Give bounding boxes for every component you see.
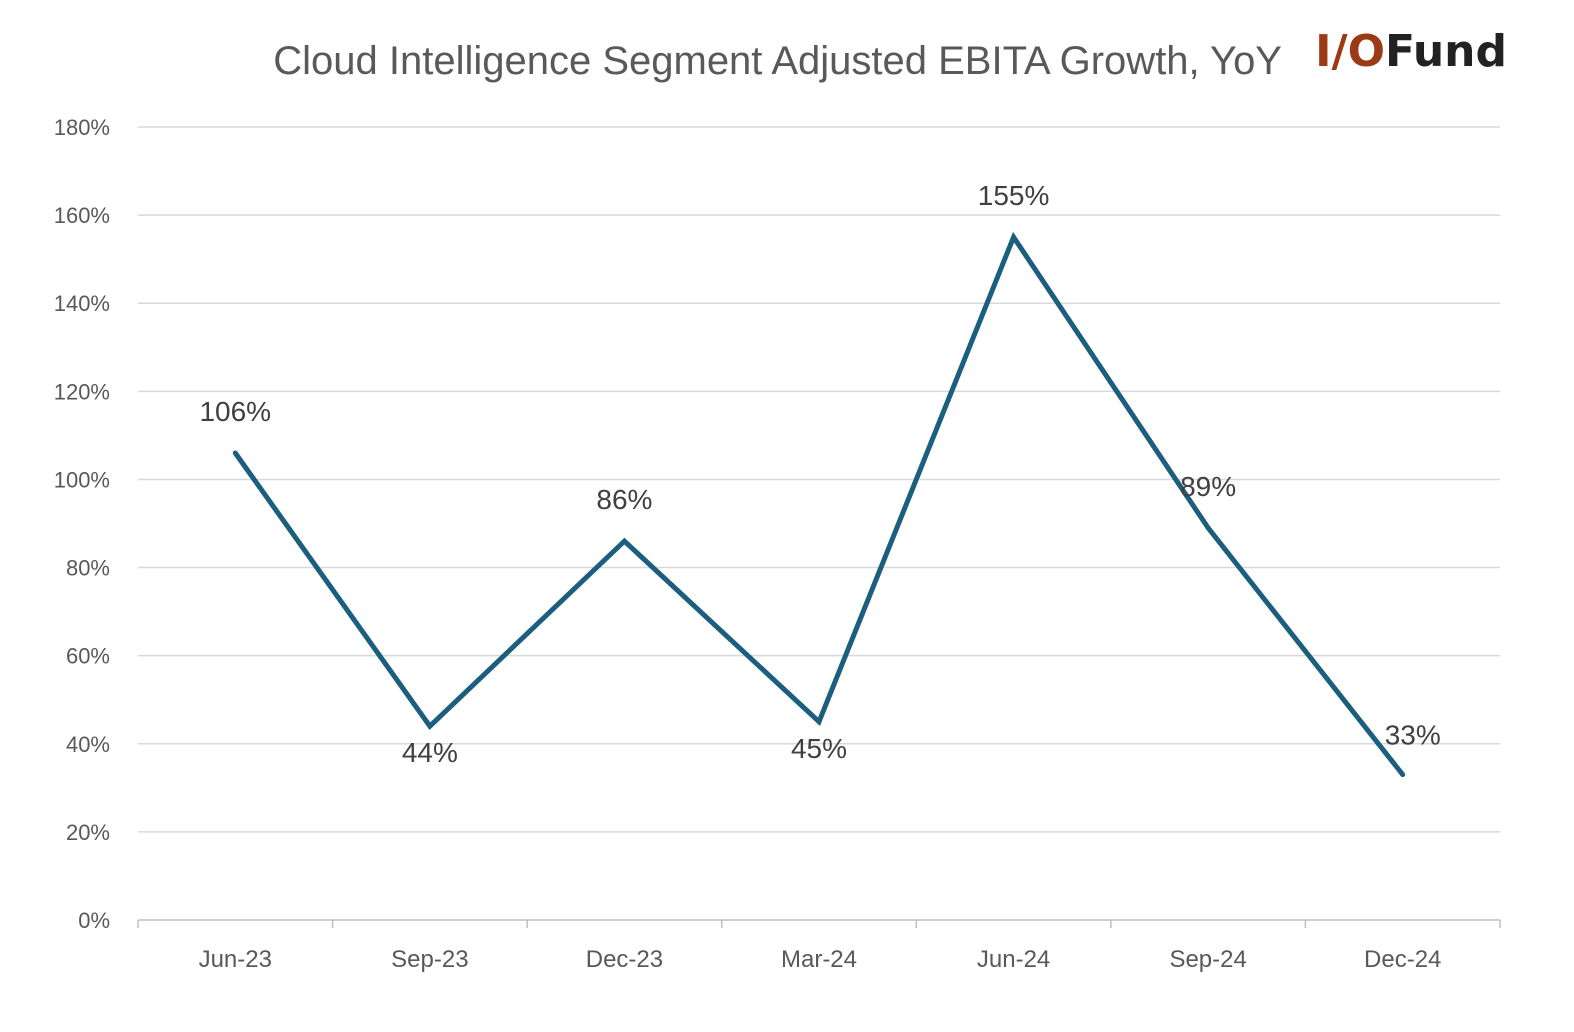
data-point: [621, 538, 627, 544]
x-tick-label: Dec-23: [586, 946, 663, 973]
y-tick-label: 100%: [54, 467, 110, 492]
data-label: 155%: [978, 180, 1050, 211]
series-layer: [232, 231, 1406, 778]
brand-logo: I/OFund: [1315, 26, 1507, 77]
y-tick-label: 140%: [54, 291, 110, 316]
y-axis: 0% 20% 40% 60% 80% 100% 120% 140% 160% 180%: [54, 115, 110, 933]
x-axis: Jun-23 Sep-23 Dec-23 Mar-24 Jun-24 Sep-24 Dec-…: [137, 919, 1501, 973]
data-label: 45%: [791, 733, 847, 764]
data-point: [1400, 772, 1406, 778]
y-tick-label: 20%: [66, 820, 110, 845]
data-point: [1011, 234, 1017, 240]
y-tick-label: 120%: [54, 379, 110, 404]
logo-fund-text: Fund: [1385, 26, 1507, 77]
x-tick-label: Sep-24: [1169, 946, 1246, 973]
chart-title: Cloud Intelligence Segment Adjusted EBIT…: [273, 39, 1282, 83]
y-tick-label: 80%: [66, 556, 110, 581]
grid-layer: [138, 126, 1500, 833]
data-label: 106%: [199, 396, 271, 427]
y-tick-label: 180%: [54, 115, 110, 140]
data-label: 44%: [402, 737, 458, 768]
x-tick-label: Mar-24: [781, 946, 857, 973]
data-point: [816, 719, 822, 725]
logo-io-text: I/O: [1315, 26, 1385, 77]
svg-text:I/OFund: I/OFund: [1315, 26, 1507, 77]
x-tick-label: Jun-24: [977, 946, 1050, 973]
y-tick-label: 60%: [66, 644, 110, 669]
data-label: 86%: [596, 484, 652, 515]
data-label: 33%: [1385, 720, 1441, 751]
y-tick-label: 160%: [54, 203, 110, 228]
data-label: 89%: [1180, 471, 1236, 502]
x-tick-label: Sep-23: [391, 946, 468, 973]
y-tick-label: 40%: [66, 732, 110, 757]
data-point: [232, 450, 238, 456]
data-point: [1205, 525, 1211, 531]
series-line: [233, 231, 1405, 777]
data-labels: 106% 44% 86% 45% 155% 89% 33%: [199, 180, 1440, 768]
x-tick-label: Jun-23: [199, 946, 272, 973]
data-point: [427, 723, 433, 729]
x-tick-label: Dec-24: [1364, 946, 1441, 973]
y-tick-label: 0%: [78, 908, 110, 933]
